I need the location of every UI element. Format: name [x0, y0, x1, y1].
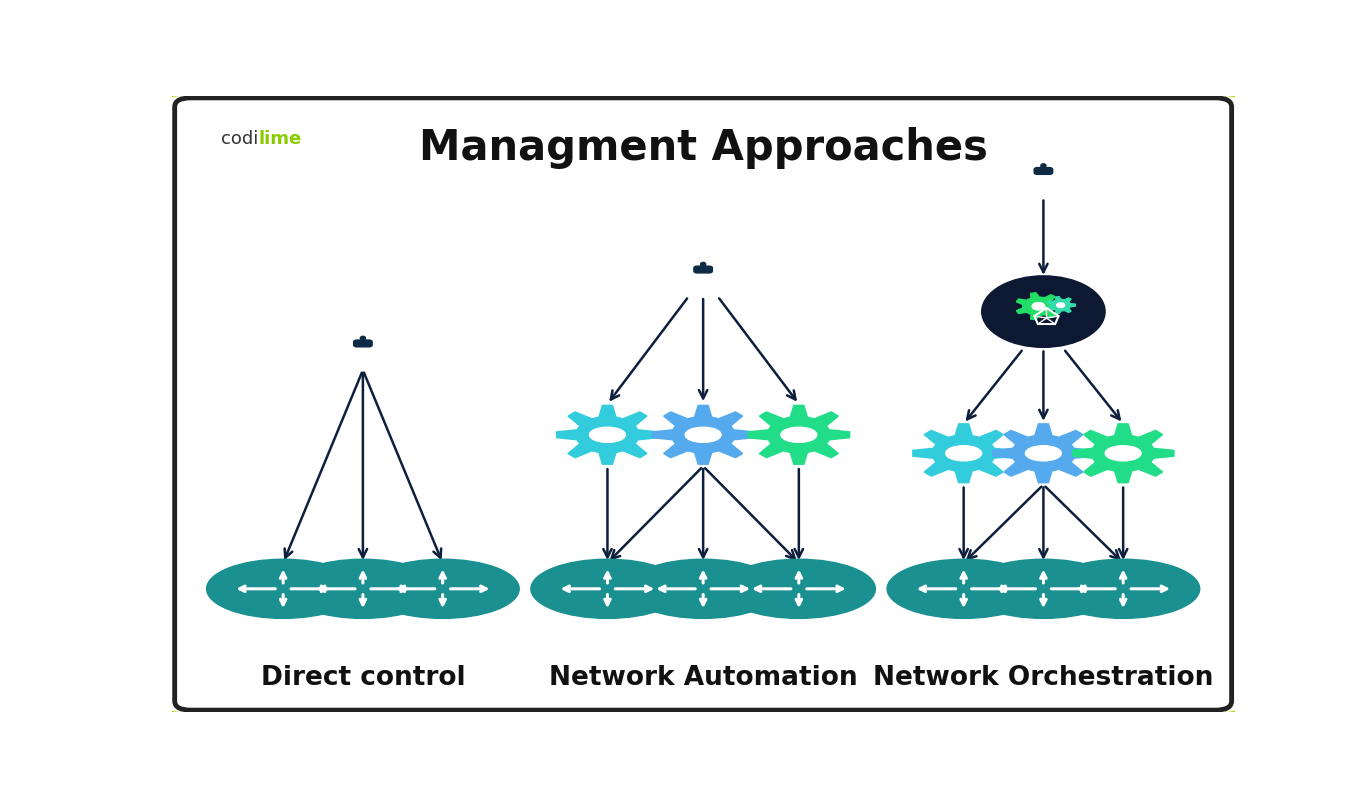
FancyBboxPatch shape	[174, 98, 1232, 710]
Polygon shape	[1047, 297, 1076, 314]
Ellipse shape	[287, 559, 439, 618]
Ellipse shape	[888, 559, 1040, 618]
Ellipse shape	[531, 559, 685, 618]
Ellipse shape	[590, 427, 626, 442]
Ellipse shape	[967, 559, 1120, 618]
Text: Network Orchestration: Network Orchestration	[873, 665, 1214, 691]
Polygon shape	[1073, 424, 1174, 482]
Ellipse shape	[357, 341, 369, 343]
Ellipse shape	[781, 427, 816, 442]
Text: codi: codi	[221, 130, 259, 148]
Ellipse shape	[366, 559, 519, 618]
Polygon shape	[652, 406, 755, 464]
Text: lime: lime	[259, 130, 302, 148]
Ellipse shape	[701, 262, 705, 266]
Polygon shape	[557, 406, 659, 464]
Circle shape	[1024, 298, 1052, 314]
Ellipse shape	[697, 266, 709, 270]
Circle shape	[768, 418, 829, 452]
Ellipse shape	[722, 559, 875, 618]
FancyBboxPatch shape	[1034, 167, 1052, 174]
Text: Network Automation: Network Automation	[549, 665, 858, 691]
Ellipse shape	[1106, 446, 1142, 461]
Circle shape	[674, 418, 733, 452]
Ellipse shape	[1037, 168, 1050, 171]
Ellipse shape	[627, 559, 779, 618]
Polygon shape	[992, 424, 1095, 482]
FancyBboxPatch shape	[354, 340, 372, 347]
Text: Managment Approaches: Managment Approaches	[418, 127, 988, 170]
Polygon shape	[912, 424, 1014, 482]
Circle shape	[982, 276, 1104, 347]
Circle shape	[1014, 436, 1073, 470]
FancyBboxPatch shape	[694, 266, 712, 273]
Circle shape	[578, 418, 638, 452]
Ellipse shape	[685, 427, 722, 442]
Circle shape	[1032, 302, 1045, 310]
Ellipse shape	[1025, 446, 1062, 461]
Circle shape	[933, 436, 993, 470]
Text: Direct control: Direct control	[261, 665, 465, 691]
Ellipse shape	[207, 559, 359, 618]
Ellipse shape	[1047, 559, 1199, 618]
Ellipse shape	[945, 446, 981, 461]
Ellipse shape	[1041, 164, 1045, 168]
Ellipse shape	[361, 336, 365, 340]
Circle shape	[1051, 300, 1070, 310]
Circle shape	[1093, 436, 1154, 470]
Polygon shape	[1017, 293, 1062, 320]
Polygon shape	[748, 406, 849, 464]
Circle shape	[1056, 303, 1065, 307]
